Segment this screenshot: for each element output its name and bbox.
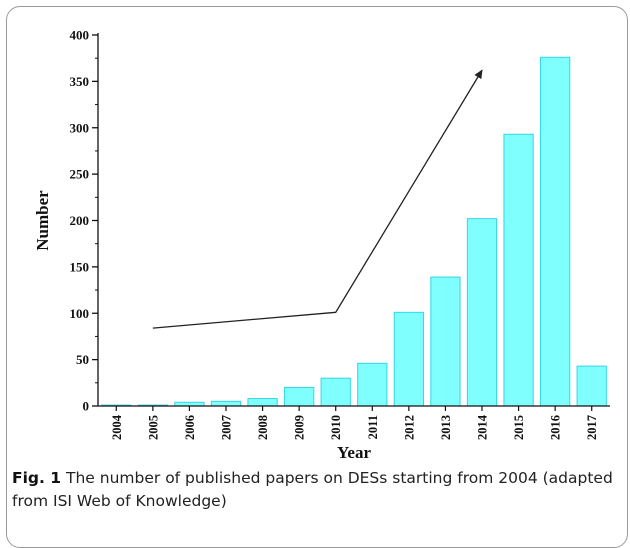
- bar-2014: [466, 218, 498, 407]
- figure-caption: Fig. 1 The number of published papers on…: [12, 467, 622, 513]
- x-tick-label-2007: 2007: [220, 415, 234, 440]
- y-tick-label: 400: [70, 28, 90, 43]
- y-tick-label: 0: [83, 399, 90, 414]
- x-axis-title: Year: [337, 443, 371, 462]
- bar-2016: [540, 56, 571, 407]
- bar-2007: [210, 400, 242, 407]
- x-tick-label-2004: 2004: [110, 414, 124, 440]
- y-tick-label: 300: [70, 120, 90, 135]
- caption-text: The number of published papers on DESs s…: [12, 469, 613, 510]
- x-tick-label-2012: 2012: [402, 415, 416, 440]
- bar-2017: [576, 365, 607, 407]
- bar-2011: [357, 362, 388, 407]
- bar-2008: [247, 398, 278, 407]
- bar-2015: [503, 133, 534, 407]
- y-tick-label: 350: [70, 74, 90, 89]
- y-tick-label: 100: [70, 306, 90, 321]
- y-tick-label: 250: [70, 167, 90, 182]
- trend-arrow: [152, 69, 483, 329]
- x-tick-label-2011: 2011: [366, 415, 380, 439]
- bar-2010: [320, 377, 351, 407]
- x-tick-label-2005: 2005: [146, 415, 160, 440]
- x-tick-label-2009: 2009: [293, 415, 307, 440]
- y-axis-title: Number: [33, 190, 52, 251]
- y-tick-label: 150: [70, 259, 90, 274]
- y-tick-label: 50: [76, 352, 89, 367]
- x-tick-label-2013: 2013: [439, 415, 453, 440]
- x-tick-label-2006: 2006: [183, 415, 197, 440]
- x-tick-label-2014: 2014: [476, 414, 490, 440]
- bar-2013: [430, 276, 461, 407]
- x-tick-label-2017: 2017: [585, 415, 599, 440]
- bar-chart: 0 50 100 150 200 250 300 350 400 2004 2005 2006 2007…: [33, 28, 610, 462]
- x-tick-label-2016: 2016: [549, 415, 563, 440]
- caption-label: Fig. 1: [12, 469, 62, 487]
- x-tick-label-2015: 2015: [512, 415, 526, 440]
- x-tick-label-2010: 2010: [329, 415, 343, 440]
- bar-2012: [393, 311, 424, 407]
- x-tick-label-2008: 2008: [256, 415, 270, 440]
- y-tick-label: 200: [70, 213, 90, 228]
- bar-2009: [284, 386, 315, 407]
